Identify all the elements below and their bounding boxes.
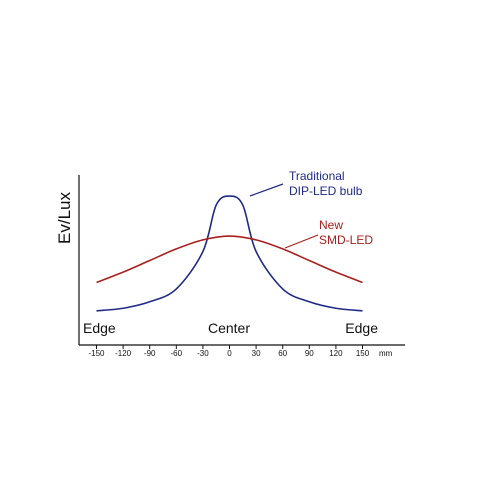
x-tick-label: -150: [88, 349, 105, 358]
smd-led-series-line: [96, 235, 363, 284]
x-tick-label: 150: [356, 349, 370, 358]
axes: -150 -120 -90 -60 -30 0 30 60 90 120 150 mm Ev/Lux: [55, 175, 405, 358]
x-tick-label: 120: [329, 349, 343, 358]
center-label: Center: [208, 320, 250, 336]
dip-led-annotation-leader: [249, 183, 284, 197]
y-axis-label: Ev/Lux: [55, 192, 74, 244]
series-layer: [96, 195, 363, 312]
x-tick-label: -30: [197, 349, 209, 358]
edge-left-label: Edge: [83, 320, 116, 336]
smd-led-annotation-leader: [284, 234, 319, 249]
x-tick-label: 30: [252, 349, 261, 358]
x-tick-label: 60: [278, 349, 287, 358]
dip-led-series-line: [96, 195, 363, 312]
smd-led-annotation-line: New: [319, 218, 343, 232]
smd-led-annotation-line: SMD-LED: [319, 233, 373, 247]
x-tick-label: -60: [171, 349, 183, 358]
x-unit-label: mm: [379, 349, 393, 358]
x-tick-label: -90: [144, 349, 156, 358]
dip-led-annotation-line: Traditional: [289, 169, 345, 183]
edge-right-label: Edge: [345, 320, 378, 336]
x-tick-label: 0: [227, 349, 232, 358]
x-tick-label: 90: [305, 349, 314, 358]
dip-led-annotation-line: DIP-LED bulb: [289, 184, 363, 198]
x-tick-label: -120: [115, 349, 132, 358]
